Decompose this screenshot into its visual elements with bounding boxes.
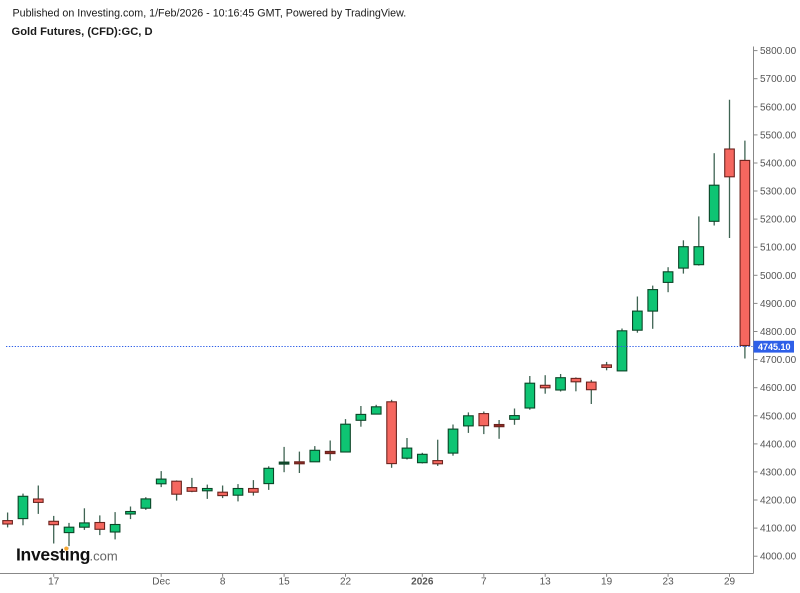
svg-text:4000.00: 4000.00 (760, 552, 797, 563)
svg-text:17: 17 (48, 577, 60, 588)
svg-text:4100.00: 4100.00 (760, 524, 797, 535)
svg-text:5500.00: 5500.00 (760, 130, 797, 141)
svg-text:2026: 2026 (411, 577, 434, 588)
svg-text:29: 29 (724, 577, 736, 588)
svg-text:Investing: Investing (16, 545, 90, 565)
svg-text:19: 19 (601, 577, 613, 588)
svg-text:5000.00: 5000.00 (760, 271, 797, 282)
svg-text:7: 7 (481, 577, 487, 588)
svg-text:4800.00: 4800.00 (760, 327, 797, 338)
svg-text:Dec: Dec (152, 577, 170, 588)
svg-text:13: 13 (540, 577, 552, 588)
svg-text:Published on Investing.com, 1/: Published on Investing.com, 1/Feb/2026 -… (13, 8, 407, 20)
svg-text:5300.00: 5300.00 (760, 187, 797, 198)
svg-text:4500.00: 4500.00 (760, 411, 797, 422)
svg-text:4700.00: 4700.00 (760, 355, 797, 366)
svg-text:4200.00: 4200.00 (760, 496, 797, 507)
svg-text:5400.00: 5400.00 (760, 159, 797, 170)
svg-text:4900.00: 4900.00 (760, 299, 797, 310)
svg-text:23: 23 (663, 577, 675, 588)
svg-text:.com: .com (90, 549, 118, 564)
svg-text:5100.00: 5100.00 (760, 243, 797, 254)
svg-text:5700.00: 5700.00 (760, 74, 797, 85)
svg-text:5200.00: 5200.00 (760, 215, 797, 226)
svg-text:4300.00: 4300.00 (760, 467, 797, 478)
svg-text:22: 22 (340, 577, 352, 588)
svg-text:Gold Futures, (CFD):GC, D: Gold Futures, (CFD):GC, D (12, 26, 153, 38)
svg-text:4400.00: 4400.00 (760, 439, 797, 450)
svg-text:4600.00: 4600.00 (760, 383, 797, 394)
svg-text:4745.10: 4745.10 (758, 342, 791, 352)
svg-text:5800.00: 5800.00 (760, 46, 797, 57)
svg-text:5600.00: 5600.00 (760, 102, 797, 113)
svg-text:15: 15 (279, 577, 291, 588)
svg-text:8: 8 (220, 577, 226, 588)
